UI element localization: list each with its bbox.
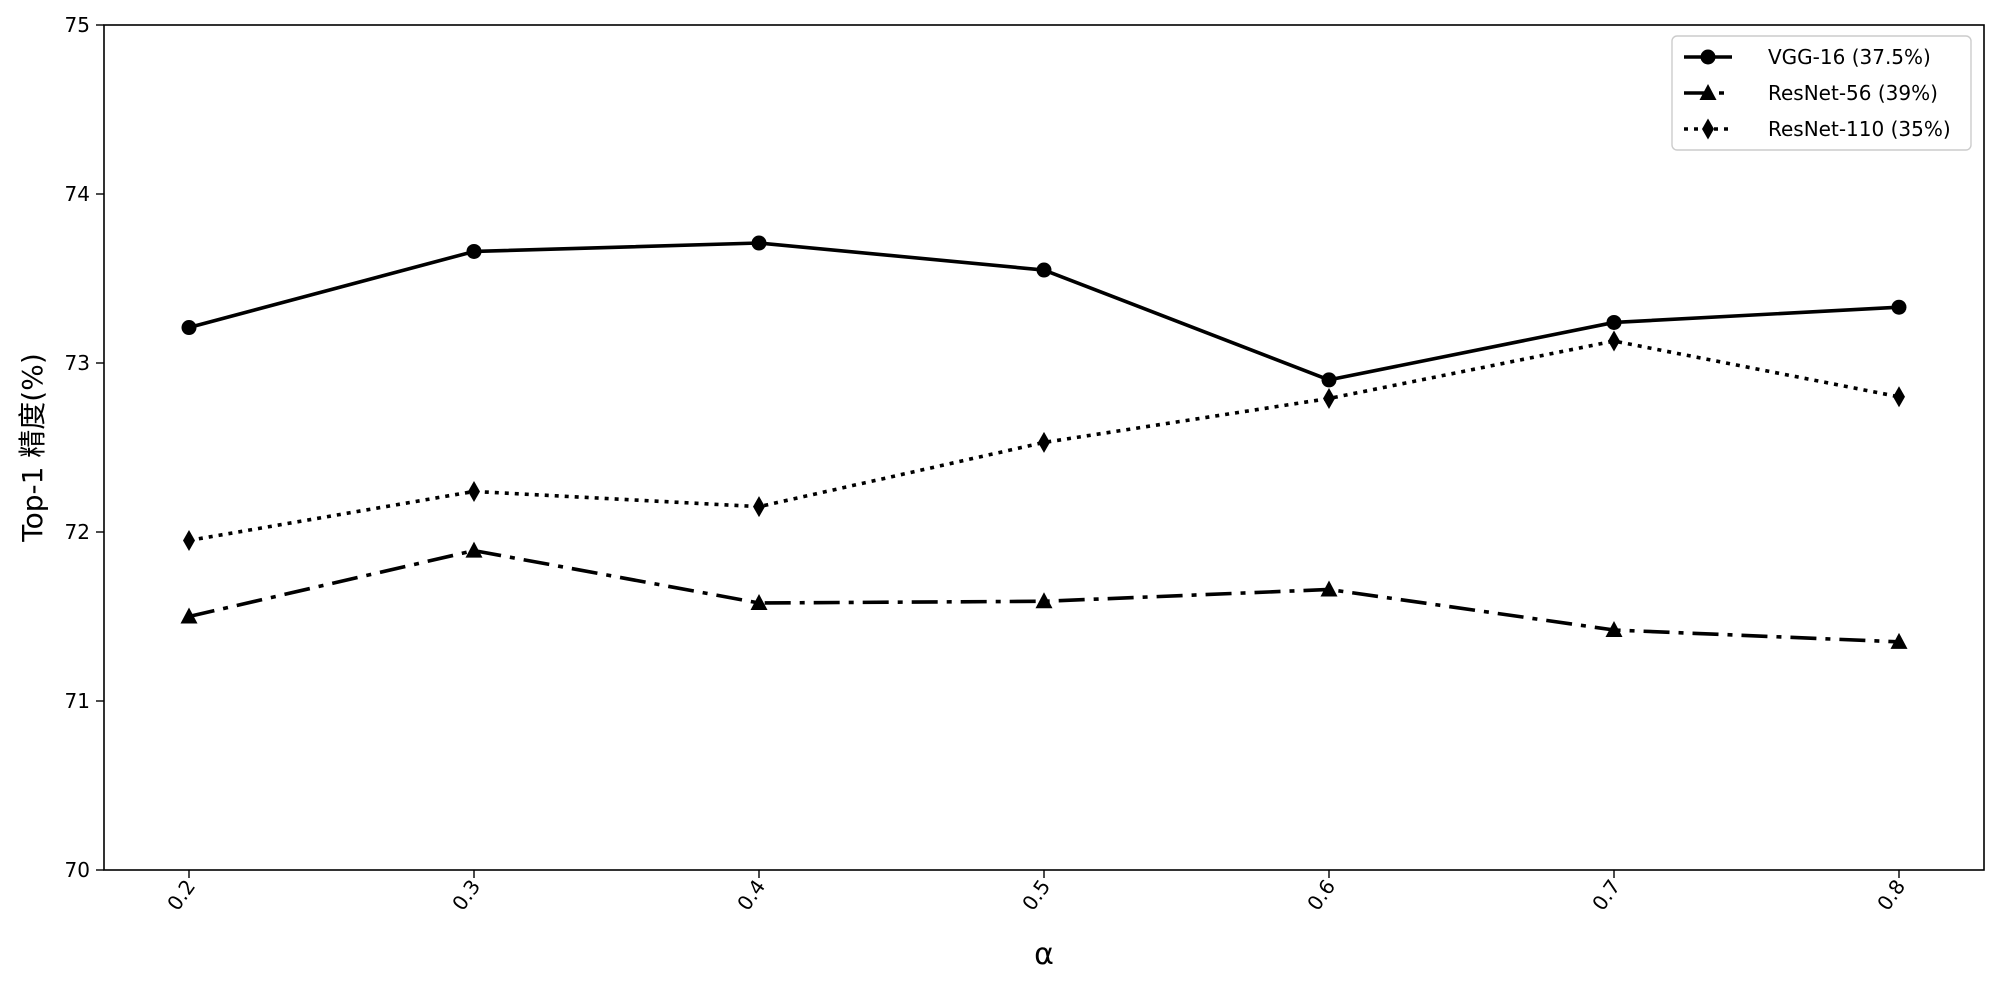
data-point [753,496,765,518]
data-point [465,541,483,558]
y-axis-title: Top-1 精度(%) [16,353,49,543]
data-point [1891,299,1907,315]
y-tick-label: 75 [65,13,90,37]
y-tick-label: 70 [65,858,90,882]
legend-marker [1702,118,1714,140]
y-tick-label: 74 [65,182,90,206]
data-point [466,243,482,259]
data-point [751,235,767,251]
series-1 [181,235,1907,388]
legend-marker [1699,84,1717,100]
series-3 [183,330,1905,551]
legend-label: VGG-16 (37.5%) [1768,45,1931,69]
data-point [1036,262,1052,278]
legend: VGG-16 (37.5%) ResNet-56 (39%) ResNet-110 … [1671,35,1972,151]
legend-marker [1700,49,1716,65]
series-layer [180,235,1908,649]
data-point [1038,431,1050,453]
data-point [1890,632,1908,649]
data-point [1608,330,1620,352]
data-point [1893,386,1905,408]
data-point [1323,387,1335,409]
data-point [1320,580,1338,597]
x-axis-title: α [1034,937,1054,972]
data-point [183,529,195,551]
y-tick-label: 72 [65,520,90,544]
y-tick-label: 73 [65,351,90,375]
data-point [1321,372,1337,388]
data-point [180,607,198,624]
y-tick-label: 71 [65,689,90,713]
data-point [1605,621,1623,638]
data-point [181,320,197,336]
series-2 [180,541,1908,649]
data-point [468,480,480,502]
y-axis: 70 71 72 73 74 75 [65,13,104,882]
legend-item: ResNet-110 (35%) [1684,117,1951,141]
data-point [1606,314,1622,330]
legend-label: ResNet-56 (39%) [1768,81,1938,105]
legend-label: ResNet-110 (35%) [1768,117,1951,141]
legend-box [1671,35,1972,151]
legend-item: VGG-16 (37.5%) [1684,45,1931,69]
legend-item: ResNet-56 (39%) [1684,81,1938,105]
data-point [1035,592,1053,609]
data-point [750,593,768,610]
